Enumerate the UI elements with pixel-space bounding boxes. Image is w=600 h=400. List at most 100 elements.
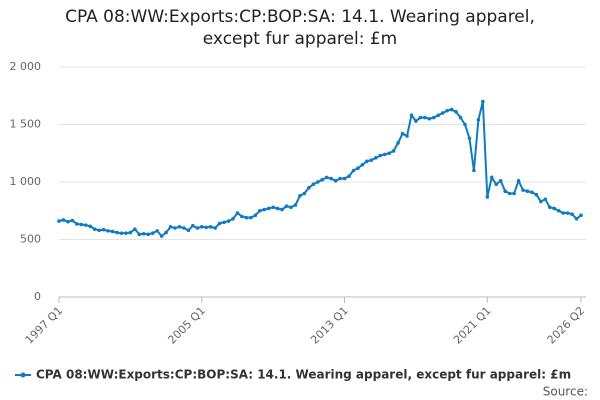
y-tick-label: 500	[20, 233, 41, 246]
data-point	[275, 206, 280, 211]
data-point	[391, 149, 396, 153]
data-point	[547, 205, 552, 210]
data-point	[253, 213, 258, 218]
data-point	[106, 229, 110, 233]
data-point	[280, 207, 284, 212]
data-point	[472, 168, 476, 173]
data-point	[561, 211, 565, 215]
x-tick-label: 2021 Q1	[451, 304, 494, 347]
data-point	[360, 162, 365, 167]
data-point	[534, 192, 539, 197]
data-point	[168, 225, 173, 229]
data-point	[284, 204, 289, 208]
data-point	[262, 207, 267, 212]
data-point	[293, 203, 298, 207]
data-point	[186, 228, 191, 233]
data-point	[521, 188, 525, 192]
data-point	[530, 190, 534, 195]
data-point	[204, 225, 209, 230]
y-tick-label: 2 000	[10, 60, 42, 73]
data-point	[124, 231, 128, 235]
data-point	[503, 189, 507, 193]
data-point	[133, 227, 137, 231]
data-point	[257, 208, 262, 213]
data-point	[155, 229, 159, 233]
data-point	[481, 99, 485, 104]
data-point	[369, 158, 374, 162]
data-point	[552, 206, 557, 211]
data-point	[507, 191, 512, 196]
data-point	[222, 220, 226, 225]
data-point	[249, 215, 253, 220]
data-point	[70, 218, 75, 223]
data-point	[405, 134, 409, 138]
data-point	[525, 189, 530, 193]
data-point	[164, 230, 168, 235]
data-point	[396, 141, 400, 145]
y-tick-label: 0	[34, 290, 41, 303]
data-point	[146, 232, 151, 237]
source-label: Source:	[543, 385, 588, 399]
data-point	[101, 227, 106, 232]
data-point	[574, 217, 579, 221]
data-point	[231, 217, 235, 221]
data-point	[75, 222, 79, 226]
x-tick-label: 2013 Q1	[308, 304, 351, 347]
data-point	[570, 212, 574, 216]
data-point	[382, 152, 387, 157]
data-point	[494, 182, 499, 187]
data-point	[97, 228, 101, 233]
data-point	[159, 234, 164, 238]
data-point	[454, 110, 458, 114]
data-point	[150, 231, 155, 235]
data-point	[458, 115, 463, 120]
data-point	[476, 118, 481, 122]
x-tick-label: 2026 Q2	[545, 304, 588, 347]
data-point	[423, 115, 427, 120]
legend-label: CPA 08:WW:Exports:CP:BOP:SA: 14.1. Weari…	[36, 368, 571, 382]
data-point	[373, 156, 378, 160]
data-point	[88, 224, 93, 229]
data-point	[61, 218, 66, 222]
data-point	[427, 116, 432, 121]
data-point	[213, 226, 217, 230]
data-point	[177, 225, 182, 229]
data-point	[217, 221, 222, 226]
data-point	[333, 179, 338, 183]
data-point	[400, 131, 405, 136]
data-point	[66, 219, 70, 224]
data-point	[543, 197, 548, 202]
data-point	[141, 231, 146, 236]
data-point	[240, 214, 244, 219]
data-point	[92, 227, 97, 231]
data-point	[431, 115, 436, 120]
data-point	[235, 211, 240, 215]
data-point	[579, 213, 583, 218]
data-point	[463, 122, 467, 127]
y-tick-label: 1 000	[10, 175, 42, 188]
x-tick-label: 2005 Q1	[165, 304, 208, 347]
data-point	[119, 231, 124, 235]
legend-marker	[20, 372, 26, 378]
data-point	[329, 176, 333, 181]
data-point	[516, 179, 521, 183]
data-point	[512, 191, 516, 196]
data-point	[79, 222, 84, 227]
data-point	[418, 115, 423, 120]
data-point	[414, 119, 418, 123]
data-point	[498, 179, 503, 183]
data-point	[347, 174, 351, 179]
data-point	[436, 113, 441, 118]
data-point	[565, 211, 570, 215]
data-point	[467, 136, 472, 141]
data-point	[83, 223, 88, 227]
data-point	[311, 182, 316, 187]
data-point	[110, 229, 115, 234]
data-point	[244, 215, 249, 220]
data-point	[324, 175, 329, 180]
data-point	[137, 232, 142, 237]
data-point	[445, 108, 449, 113]
data-point	[298, 194, 302, 198]
data-point	[191, 223, 195, 228]
